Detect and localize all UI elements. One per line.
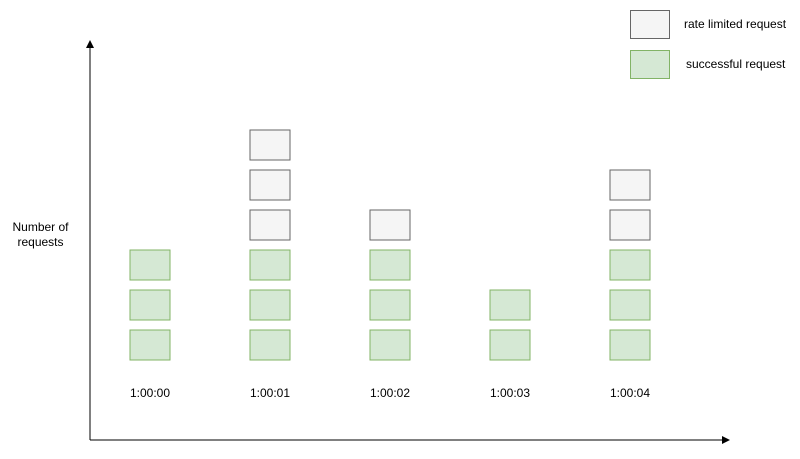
successful-request-block: [369, 249, 411, 281]
successful-request-block: [369, 289, 411, 321]
time-label: 1:00:02: [370, 386, 410, 400]
successful-request-block: [369, 329, 411, 361]
successful-request-block: [249, 249, 291, 281]
rate-limited-request-block: [369, 209, 411, 241]
request-blocks: [129, 129, 651, 361]
legend-swatch-rate-limited: [630, 10, 670, 39]
rate-limited-request-block: [249, 129, 291, 161]
successful-request-block: [489, 289, 531, 321]
successful-request-block: [249, 329, 291, 361]
successful-request-block: [129, 249, 171, 281]
time-label: 1:00:04: [610, 386, 650, 400]
successful-request-block: [609, 329, 651, 361]
rate-limited-request-block: [249, 209, 291, 241]
axes: [86, 40, 730, 444]
rate-limited-request-block: [609, 169, 651, 201]
time-label: 1:00:03: [490, 386, 530, 400]
legend-label-rate-limited: rate limited request: [684, 17, 787, 31]
successful-request-block: [489, 329, 531, 361]
legend-label-successful: successful request: [686, 57, 786, 71]
time-label: 1:00:01: [250, 386, 290, 400]
successful-request-block: [609, 289, 651, 321]
legend-swatch-successful: [630, 50, 670, 79]
y-axis-label: Number of requests: [12, 220, 69, 249]
time-labels: 1:00:00 1:00:01 1:00:02 1:00:03 1:00:04: [130, 386, 650, 400]
successful-request-block: [129, 289, 171, 321]
x-axis-arrowhead: [722, 436, 730, 444]
rate-limited-request-block: [609, 209, 651, 241]
successful-request-block: [249, 289, 291, 321]
successful-request-block: [609, 249, 651, 281]
rate-limited-request-block: [249, 169, 291, 201]
successful-request-block: [129, 329, 171, 361]
time-label: 1:00:00: [130, 386, 170, 400]
y-axis-arrowhead: [86, 40, 94, 48]
